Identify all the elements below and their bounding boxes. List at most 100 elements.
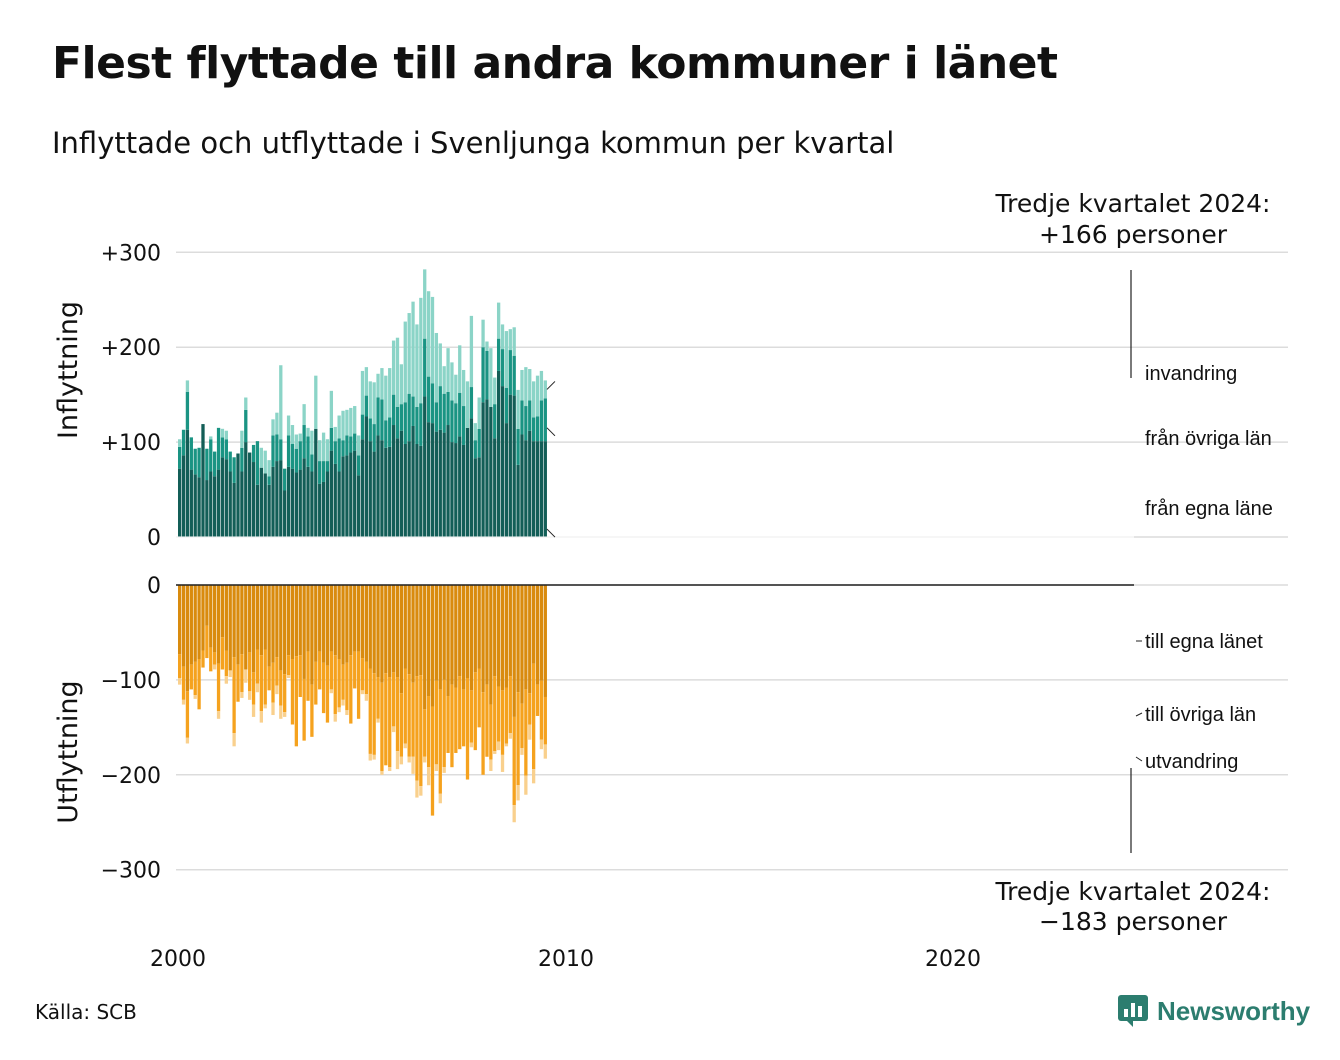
bar-in-invandring (434, 332, 439, 403)
bar-in-egna-lanet (267, 484, 271, 538)
bar-in-ovriga-lan (251, 444, 256, 463)
bar-in-egna-lanet (248, 452, 252, 537)
bar-in-egna-lanet (388, 446, 392, 538)
bar-out-utvandring (543, 744, 547, 759)
bar-out-ovriga-lan (209, 647, 213, 672)
bar-in-invandring (178, 439, 182, 447)
bar-in-ovriga-lan (321, 461, 326, 482)
bar-out-egna-lanet (388, 585, 392, 678)
bar-out-ovriga-lan (255, 649, 260, 684)
bar-in-invandring (364, 367, 369, 396)
bar-out-egna-lanet (185, 585, 190, 692)
bar-in-invandring (302, 404, 306, 426)
bar-in-ovriga-lan (302, 425, 306, 459)
bar-out-ovriga-lan (473, 672, 477, 751)
bar-in-ovriga-lan (271, 435, 275, 467)
bar-in-egna-lanet (496, 370, 501, 537)
bar-in-egna-lanet (302, 458, 306, 537)
bar-in-egna-lanet (349, 452, 353, 537)
chart-subtitle: Inflyttade och utflyttade i Svenljunga k… (52, 126, 895, 160)
bar-in-egna-lanet (493, 438, 497, 537)
bar-in-invandring (461, 369, 466, 407)
bar-in-egna-lanet (321, 481, 326, 537)
bar-in-ovriga-lan (275, 434, 279, 462)
bar-in-ovriga-lan (508, 350, 512, 395)
bar-in-invandring (259, 447, 263, 468)
bar-in-egna-lanet (220, 457, 225, 537)
bar-out-ovriga-lan (294, 656, 298, 747)
bar-out-egna-lanet (213, 585, 217, 653)
bar-out-egna-lanet (341, 585, 345, 665)
series-label-fran-ovriga-lan-leader (546, 427, 556, 437)
bar-in-invandring (325, 439, 330, 462)
bar-out-egna-lanet (391, 585, 396, 673)
bar-out-utvandring (395, 751, 400, 770)
bar-in-invandring (454, 374, 458, 404)
bar-in-invandring (430, 296, 435, 384)
bar-out-ovriga-lan (458, 676, 462, 750)
bar-out-utvandring (508, 733, 512, 739)
bar-in-egna-lanet (286, 466, 291, 537)
bar-in-egna-lanet (364, 416, 369, 537)
bar-in-egna-lanet (193, 474, 197, 537)
bar-out-egna-lanet (318, 585, 322, 652)
bar-out-egna-lanet (345, 585, 349, 663)
bar-out-egna-lanet (496, 585, 501, 687)
bar-in-egna-lanet (391, 425, 396, 537)
bar-in-egna-lanet (236, 453, 240, 537)
bar-in-invandring (275, 412, 279, 435)
bar-out-egna-lanet (356, 585, 361, 652)
bar-in-egna-lanet (461, 444, 466, 537)
bar-out-utvandring (411, 756, 415, 774)
bar-in-egna-lanet (263, 473, 267, 537)
bar-out-ovriga-lan (325, 665, 330, 723)
bar-out-ovriga-lan (454, 687, 458, 753)
bar-out-ovriga-lan (384, 673, 388, 766)
bar-in-egna-lanet (360, 439, 365, 537)
bar-in-invandring (380, 368, 384, 400)
bar-in-ovriga-lan (364, 395, 369, 417)
bar-out-egna-lanet (263, 585, 267, 650)
chart-title: Flest flyttade till andra kommuner i län… (52, 38, 1058, 89)
bar-in-ovriga-lan (216, 427, 221, 470)
bar-in-ovriga-lan (391, 394, 396, 426)
series-label-invandring: invandring (1145, 363, 1237, 385)
bar-in-egna-lanet (197, 477, 201, 537)
bar-out-ovriga-lan (259, 655, 263, 712)
bar-in-ovriga-lan (368, 418, 372, 442)
bar-in-egna-lanet (516, 464, 520, 537)
bar-in-egna-lanet (224, 459, 228, 537)
bar-in-egna-lanet (504, 423, 509, 537)
bar-in-egna-lanet (434, 431, 439, 537)
bar-in-ovriga-lan (189, 437, 193, 470)
bar-out-ovriga-lan (333, 655, 337, 715)
y-tick-label-bottom: −200 (101, 764, 161, 789)
bar-out-utvandring (275, 685, 279, 695)
bar-in-egna-lanet (290, 468, 295, 537)
series-label-utvandring: utvandring (1145, 751, 1238, 773)
bar-out-ovriga-lan (364, 661, 369, 695)
bar-in-invandring (279, 365, 283, 440)
bar-in-invandring (419, 297, 423, 404)
y-tick-label-top: +200 (101, 336, 161, 361)
bar-out-ovriga-lan (178, 654, 182, 678)
bar-out-egna-lanet (283, 585, 287, 675)
bar-out-egna-lanet (411, 585, 415, 683)
bar-out-ovriga-lan (279, 670, 283, 706)
bar-in-ovriga-lan (205, 448, 209, 481)
bar-in-invandring (520, 369, 524, 401)
bar-in-invandring (240, 430, 244, 448)
bar-out-egna-lanet (461, 585, 466, 690)
bar-out-egna-lanet (403, 585, 407, 669)
bar-out-utvandring (496, 741, 501, 751)
bar-in-egna-lanet (178, 468, 182, 537)
bar-in-invandring (481, 319, 485, 348)
bar-out-egna-lanet (259, 585, 263, 656)
bar-out-utvandring (283, 712, 287, 717)
bar-in-egna-lanet (399, 430, 404, 537)
bar-out-egna-lanet (426, 585, 431, 697)
bar-out-utvandring (255, 683, 260, 693)
bar-out-egna-lanet (228, 585, 232, 671)
bar-in-ovriga-lan (255, 441, 260, 485)
